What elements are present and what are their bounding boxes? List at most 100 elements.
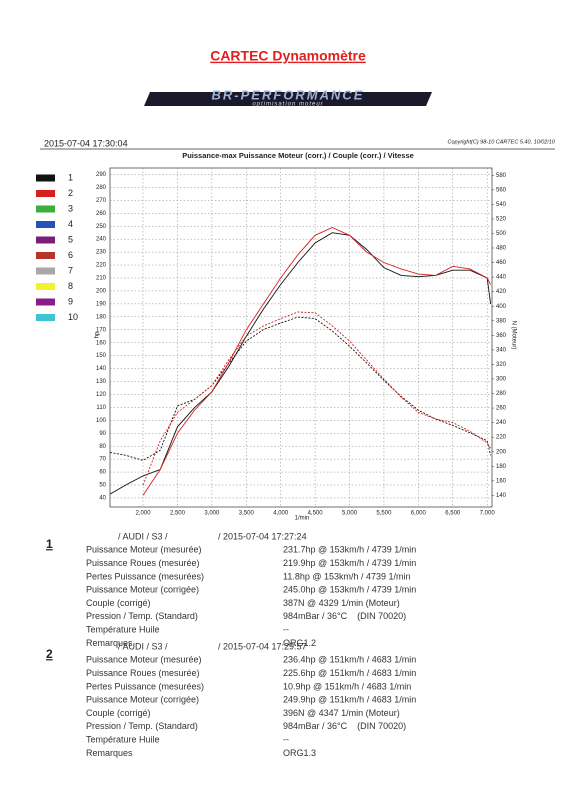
y-tick-label: 260 bbox=[96, 211, 107, 217]
y-tick-label: 50 bbox=[99, 483, 106, 489]
y-tick-label: 60 bbox=[99, 470, 106, 476]
legend-swatch bbox=[36, 252, 55, 259]
row-value: 245.0hp @ 153km/h / 4739 1/min bbox=[283, 585, 416, 595]
y-tick-label: 70 bbox=[99, 457, 106, 463]
logo-band bbox=[144, 92, 432, 106]
x-tick-label: 4,000 bbox=[273, 511, 289, 517]
row-label: Pression / Temp. (Standard) bbox=[86, 611, 198, 621]
legend-label: 10 bbox=[68, 312, 78, 322]
y-axis-label: hp bbox=[95, 331, 101, 338]
y-tick-label: 210 bbox=[96, 276, 107, 282]
row-value: 396N @ 4347 1/min (Moteur) bbox=[283, 708, 400, 718]
y2-tick-label: 500 bbox=[496, 231, 507, 237]
y-tick-label: 110 bbox=[96, 405, 106, 411]
row-value: 219.9hp @ 153km/h / 4739 1/min bbox=[283, 558, 416, 568]
legend-label: 8 bbox=[68, 281, 73, 291]
y2-tick-label: 480 bbox=[496, 246, 507, 252]
chart-title: Puissance-max Puissance Moteur (corr.) /… bbox=[182, 151, 414, 160]
y-tick-label: 90 bbox=[99, 431, 106, 437]
y2-tick-label: 360 bbox=[496, 333, 507, 339]
row-label: Couple (corrigé) bbox=[86, 708, 151, 718]
power-line bbox=[142, 227, 491, 496]
row-label: Puissance Moteur (corrigée) bbox=[86, 695, 199, 705]
row-value: 11.8hp @ 153km/h / 4739 1/min bbox=[283, 571, 411, 581]
legend-swatch bbox=[36, 221, 55, 228]
plot-frame bbox=[109, 167, 493, 508]
row-value: 10.9hp @ 151km/h / 4683 1/min bbox=[283, 681, 411, 691]
y-tick-label: 80 bbox=[99, 444, 106, 450]
row-value: 249.9hp @ 151km/h / 4683 1/min bbox=[283, 695, 416, 705]
y2-tick-label: 440 bbox=[496, 275, 507, 281]
y2-axis-label: N (Moteur) bbox=[510, 321, 516, 350]
y2-tick-label: 400 bbox=[496, 304, 507, 310]
row-label: Remarques bbox=[86, 638, 133, 648]
y2-tick-label: 380 bbox=[496, 318, 507, 324]
row-value: 236.4hp @ 151km/h / 4683 1/min bbox=[283, 655, 416, 665]
legend-label: 3 bbox=[68, 203, 73, 213]
legend-swatch bbox=[36, 314, 55, 321]
row-value: 231.7hp @ 153km/h / 4739 1/min bbox=[283, 545, 416, 555]
logo-subtitle: optimisation moteur bbox=[252, 102, 323, 108]
row-label: Pertes Puissance (mesurées) bbox=[86, 681, 204, 691]
legend-swatch bbox=[36, 298, 55, 306]
y-tick-label: 280 bbox=[96, 185, 107, 191]
row-label: Température Huile bbox=[86, 624, 160, 634]
y2-tick-label: 160 bbox=[496, 478, 507, 484]
y2-tick-label: 560 bbox=[496, 187, 507, 193]
x-tick-label: 2,500 bbox=[170, 511, 186, 517]
row-label: Puissance Roues (mesurée) bbox=[86, 668, 200, 678]
row-value: 984mBar / 36°C (DIN 70020) bbox=[283, 721, 406, 731]
row-value: 225.6hp @ 151km/h / 4683 1/min bbox=[283, 668, 416, 678]
power-line bbox=[109, 232, 492, 495]
y-tick-label: 250 bbox=[96, 224, 107, 230]
y-tick-label: 180 bbox=[96, 314, 107, 320]
y-tick-label: 120 bbox=[96, 392, 107, 398]
datetime: 2015-07-04 17:30:04 bbox=[44, 138, 128, 148]
y2-tick-label: 280 bbox=[496, 391, 507, 397]
row-label: Pression / Temp. (Standard) bbox=[86, 721, 198, 731]
row-label: Puissance Roues (mesurée) bbox=[86, 558, 200, 568]
x-tick-label: 6,500 bbox=[445, 511, 461, 517]
legend-label: 4 bbox=[68, 219, 73, 229]
y2-tick-label: 320 bbox=[496, 362, 507, 368]
row-label: Remarques bbox=[86, 748, 133, 758]
run-index: 2 bbox=[46, 647, 53, 661]
logo: BR-PERFORMANCE bbox=[212, 87, 365, 102]
y-tick-label: 220 bbox=[96, 263, 107, 269]
legend-swatch bbox=[36, 267, 55, 275]
y2-tick-label: 260 bbox=[496, 406, 507, 412]
y-tick-label: 200 bbox=[96, 288, 107, 294]
page-title: CARTEC Dynamomètre bbox=[210, 48, 366, 64]
run-vehicle: / AUDI / S3 / bbox=[118, 531, 168, 541]
legend-label: 7 bbox=[68, 265, 73, 275]
row-label: Température Huile bbox=[86, 734, 160, 744]
y-tick-label: 40 bbox=[99, 496, 106, 502]
row-value: -- bbox=[283, 624, 289, 634]
y2-tick-label: 460 bbox=[496, 260, 507, 266]
torque-line bbox=[109, 316, 492, 461]
legend-swatch bbox=[36, 190, 55, 197]
y-tick-label: 130 bbox=[96, 379, 107, 385]
x-axis-label: 1/min bbox=[295, 516, 310, 522]
run-date: / 2015-07-04 17:27:24 bbox=[218, 531, 307, 541]
y-tick-label: 240 bbox=[96, 237, 107, 243]
legend-label: 5 bbox=[68, 234, 73, 244]
row-value: ORG1.2 bbox=[283, 638, 316, 648]
legend-label: 6 bbox=[68, 250, 73, 260]
run-date: / 2015-07-04 17:29:57 bbox=[218, 641, 307, 651]
torque-line bbox=[142, 311, 491, 486]
row-value: ORG1.3 bbox=[283, 748, 316, 758]
y2-tick-label: 340 bbox=[496, 347, 507, 353]
y2-tick-label: 200 bbox=[496, 449, 507, 455]
y-tick-label: 100 bbox=[96, 418, 107, 424]
y-tick-label: 150 bbox=[96, 353, 107, 359]
y2-tick-label: 580 bbox=[496, 173, 507, 179]
legend-swatch bbox=[36, 205, 55, 213]
run-vehicle: / AUDI / S3 / bbox=[118, 641, 168, 651]
copyright: Copyright(C) 98-10 CARTEC 5.40, 10/02/10 bbox=[447, 139, 555, 145]
row-value: 387N @ 4329 1/min (Moteur) bbox=[283, 598, 400, 608]
y-tick-label: 270 bbox=[96, 198, 107, 204]
y2-tick-label: 300 bbox=[496, 377, 507, 383]
legend-label: 9 bbox=[68, 296, 73, 306]
